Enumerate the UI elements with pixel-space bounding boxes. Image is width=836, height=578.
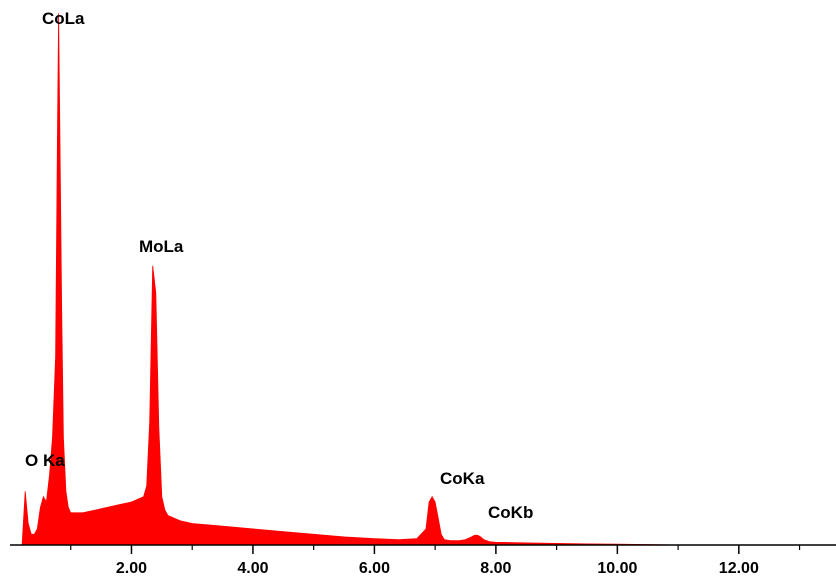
peak-label-mola: MoLa (139, 237, 184, 256)
x-tick-label: 2.00 (116, 560, 147, 577)
x-tick-label: 12.00 (719, 560, 759, 577)
peak-label-coka: CoKa (440, 469, 485, 488)
plot-area (21, 13, 679, 546)
x-tick-label: 8.00 (480, 560, 511, 577)
spectrum-area-0 (21, 13, 679, 546)
x-tick-label: 4.00 (237, 560, 268, 577)
peak-label-cokb: CoKb (488, 503, 533, 522)
x-tick-label: 10.00 (597, 560, 637, 577)
peak-label-cola: CoLa (42, 9, 85, 28)
x-tick-label: 6.00 (359, 560, 390, 577)
x-axis: 2.00 4.00 6.00 8.00 10.00 12.00 (10, 544, 836, 577)
peak-label-o-ka: O Ka (25, 451, 65, 470)
